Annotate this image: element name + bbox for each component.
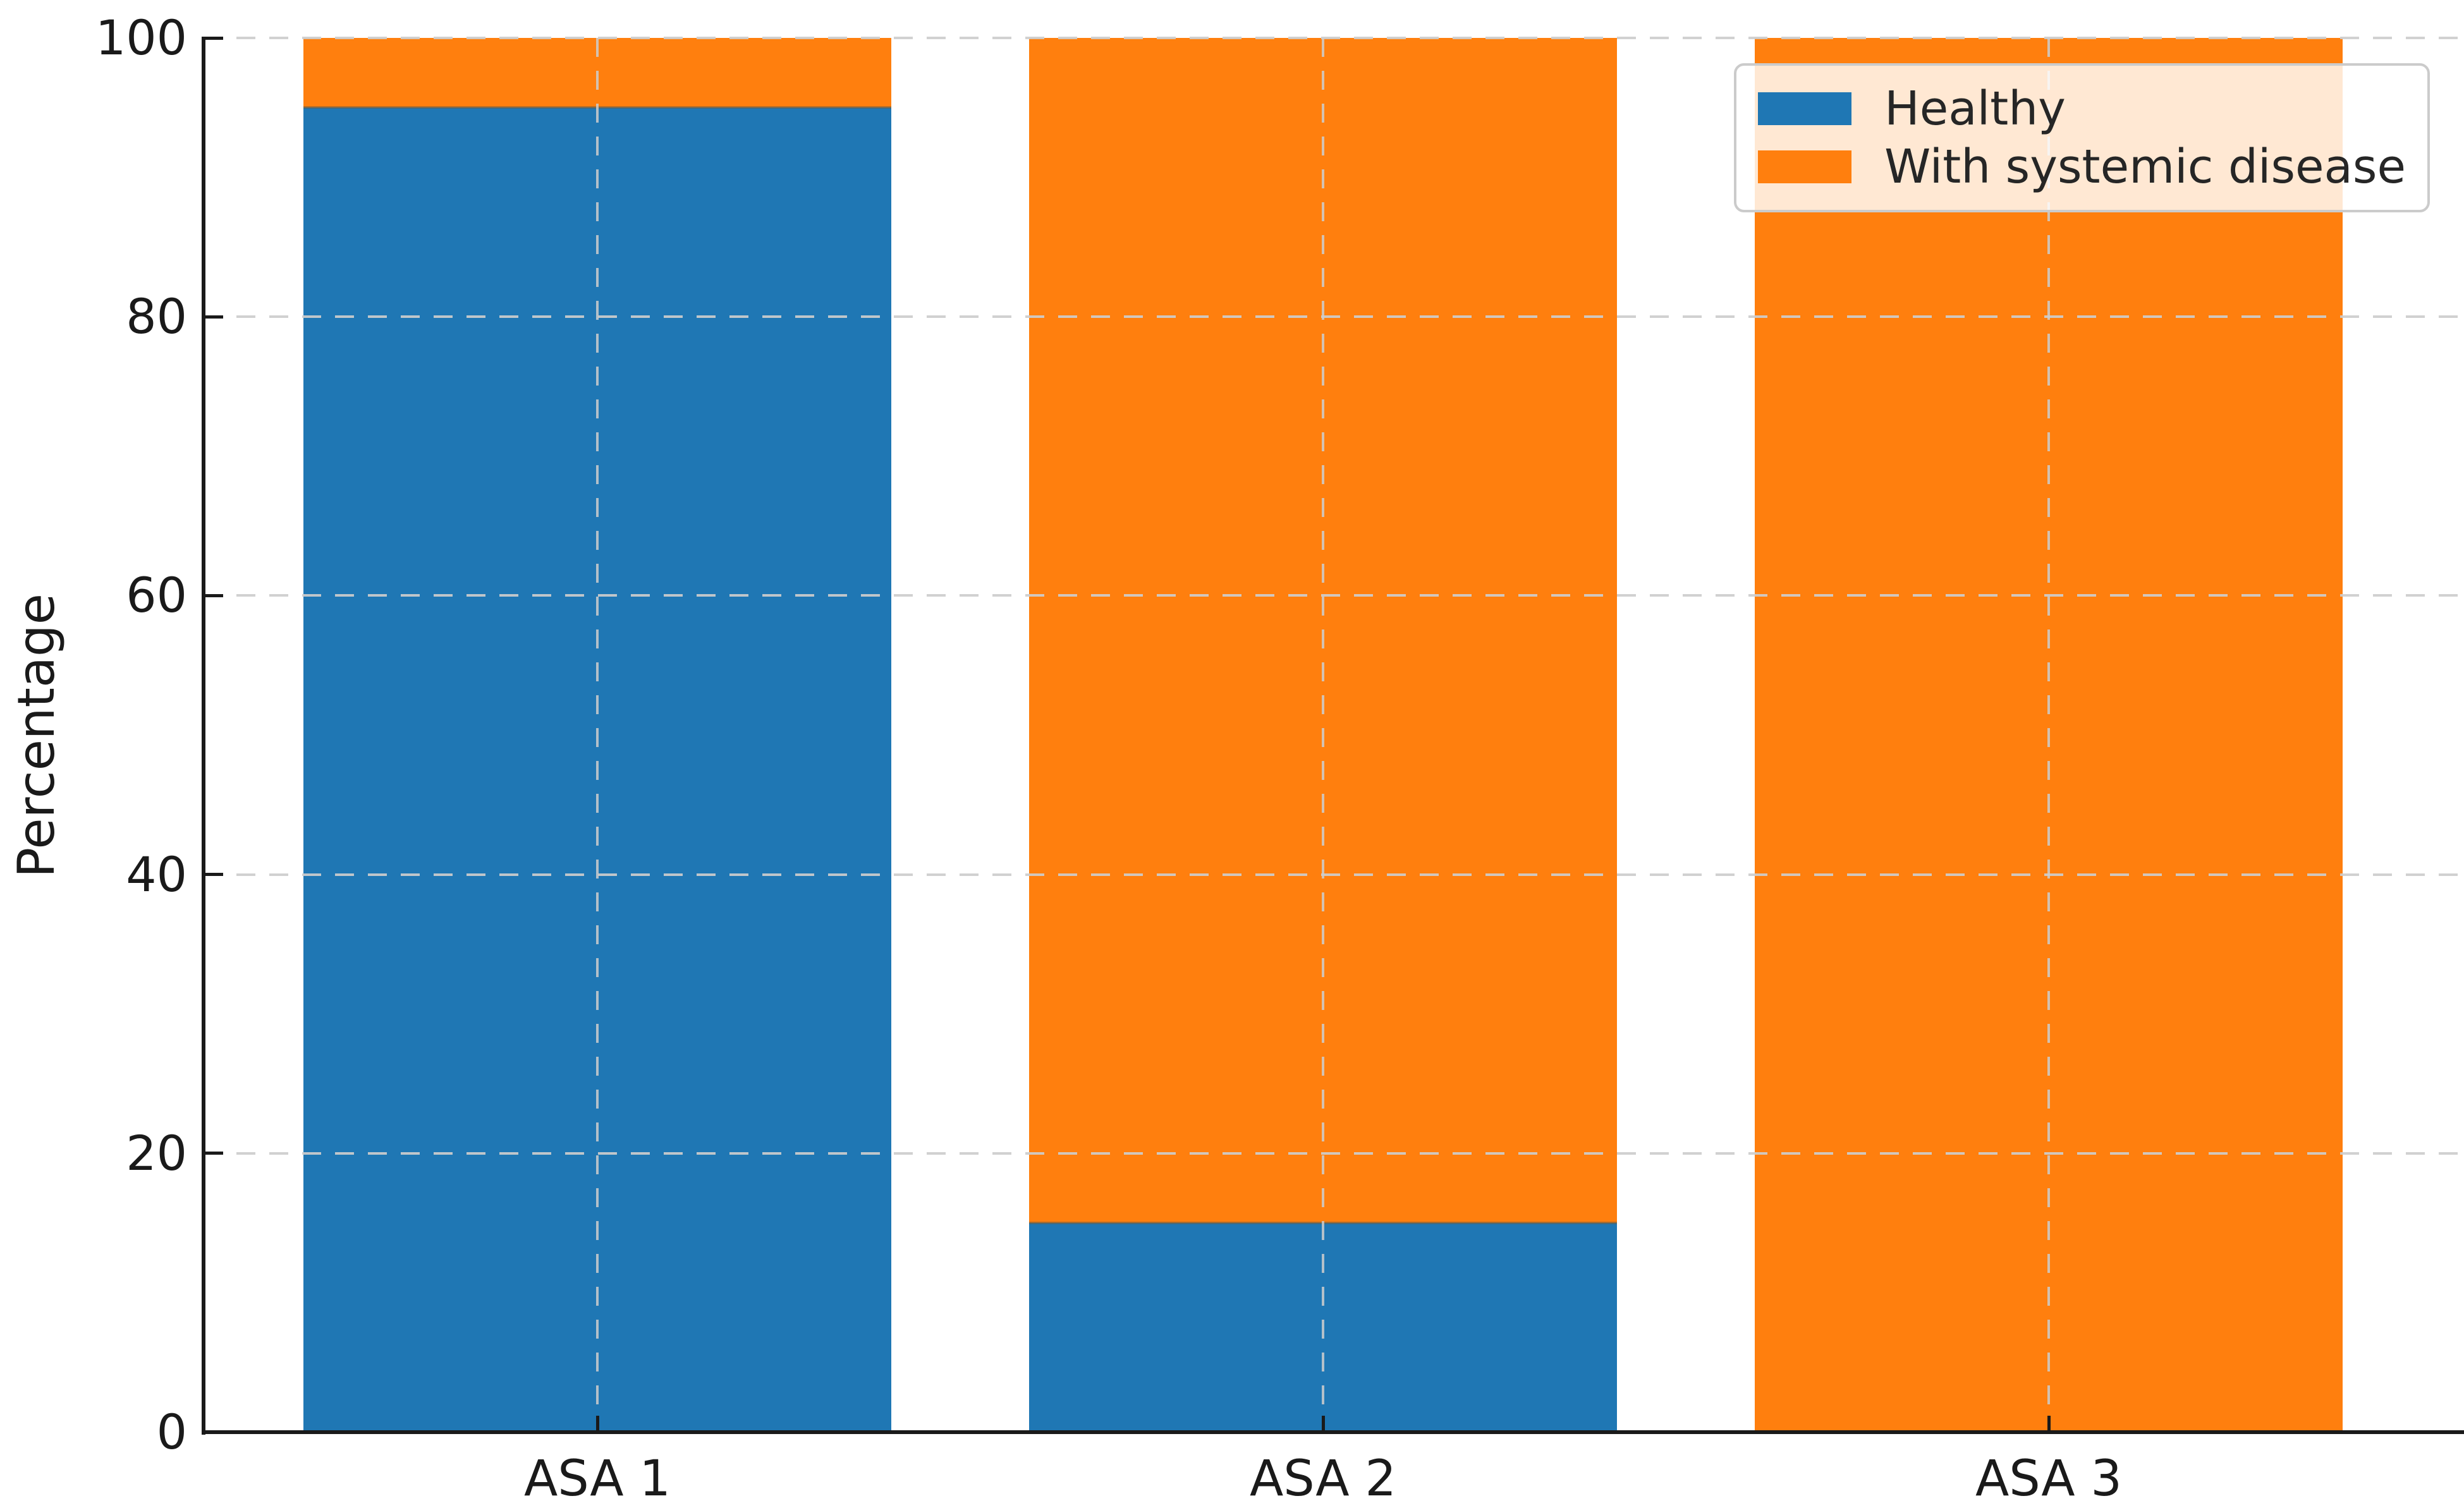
y-tick-label: 80 [126, 288, 187, 345]
legend-item: With systemic disease [1758, 138, 2406, 196]
legend-label: With systemic disease [1884, 140, 2406, 194]
y-tick-label: 60 [126, 567, 187, 624]
gridline-horizontal-80 [204, 315, 2464, 319]
x-tick-label: ASA 2 [1249, 1450, 1397, 1507]
x-tick-1 [595, 1416, 599, 1432]
gridline-horizontal-60 [204, 594, 2464, 597]
y-tick-label: 40 [126, 846, 187, 903]
gridline-horizontal-100 [204, 37, 2464, 39]
legend: Healthy With systemic disease [1734, 63, 2430, 212]
y-axis-title: Percentage [7, 593, 66, 879]
legend-swatch-icon [1758, 92, 1852, 125]
x-axis-line [202, 1430, 2464, 1434]
y-tick-label: 0 [156, 1404, 187, 1460]
legend-label: Healthy [1884, 82, 2066, 136]
y-tick-20 [205, 1152, 223, 1155]
legend-swatch-icon [1758, 150, 1852, 183]
gridline-vertical-3 [2047, 38, 2050, 1432]
gridline-horizontal-40 [204, 873, 2464, 876]
y-tick-100 [205, 36, 223, 40]
gridline-horizontal-20 [204, 1152, 2464, 1155]
x-tick-3 [2047, 1416, 2051, 1432]
x-tick-2 [1321, 1416, 1325, 1432]
gridline-vertical-1 [596, 38, 599, 1432]
x-tick-label: ASA 1 [523, 1450, 671, 1507]
y-tick-40 [205, 873, 223, 877]
y-tick-label: 100 [95, 9, 187, 66]
y-tick-0 [205, 1430, 223, 1434]
gridline-vertical-2 [1322, 38, 1324, 1432]
legend-item: Healthy [1758, 80, 2406, 138]
y-axis-spine [202, 37, 205, 1435]
y-tick-80 [205, 315, 223, 319]
x-tick-label: ASA 3 [1975, 1450, 2123, 1507]
y-tick-label: 20 [126, 1124, 187, 1181]
y-tick-60 [205, 593, 223, 597]
